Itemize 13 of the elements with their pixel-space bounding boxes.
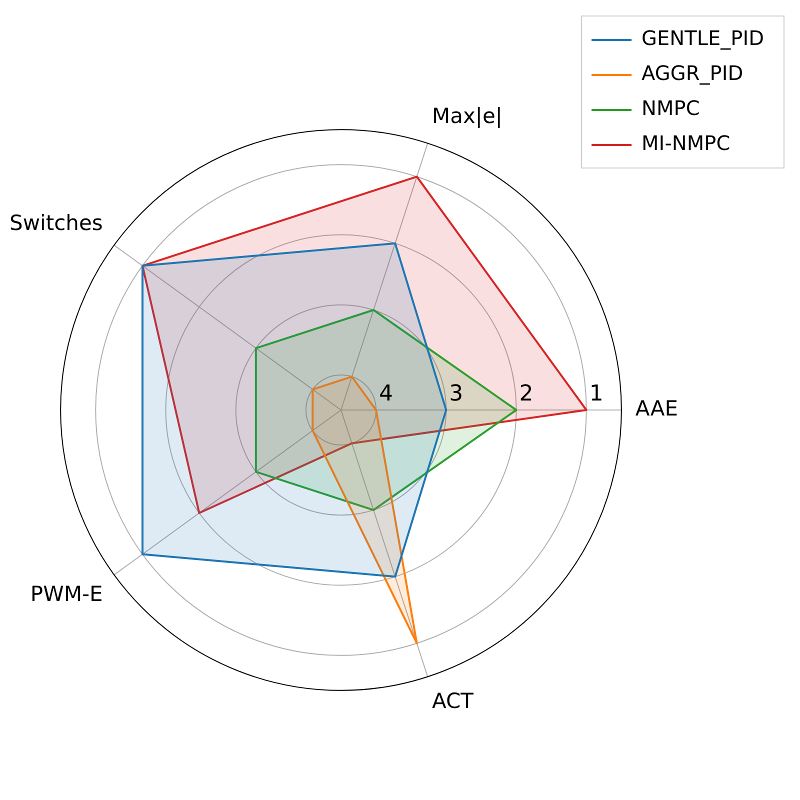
legend-label: AGGR_PID (642, 61, 744, 86)
spoke-label: ACT (432, 689, 474, 714)
y-tick-label: 1 (589, 382, 604, 407)
y-tick-label: 4 (379, 382, 394, 407)
legend-label: NMPC (642, 96, 700, 120)
legend-label: GENTLE_PID (642, 26, 764, 50)
y-tick-label: 2 (519, 382, 534, 407)
spoke-label: AAE (635, 396, 678, 420)
spoke-label: PWM-E (30, 582, 103, 606)
legend-label: MI-NMPC (642, 131, 730, 156)
y-tick-label: 3 (449, 382, 464, 407)
spoke-label: Max|e| (432, 104, 502, 128)
spoke-label: Switches (10, 210, 103, 235)
